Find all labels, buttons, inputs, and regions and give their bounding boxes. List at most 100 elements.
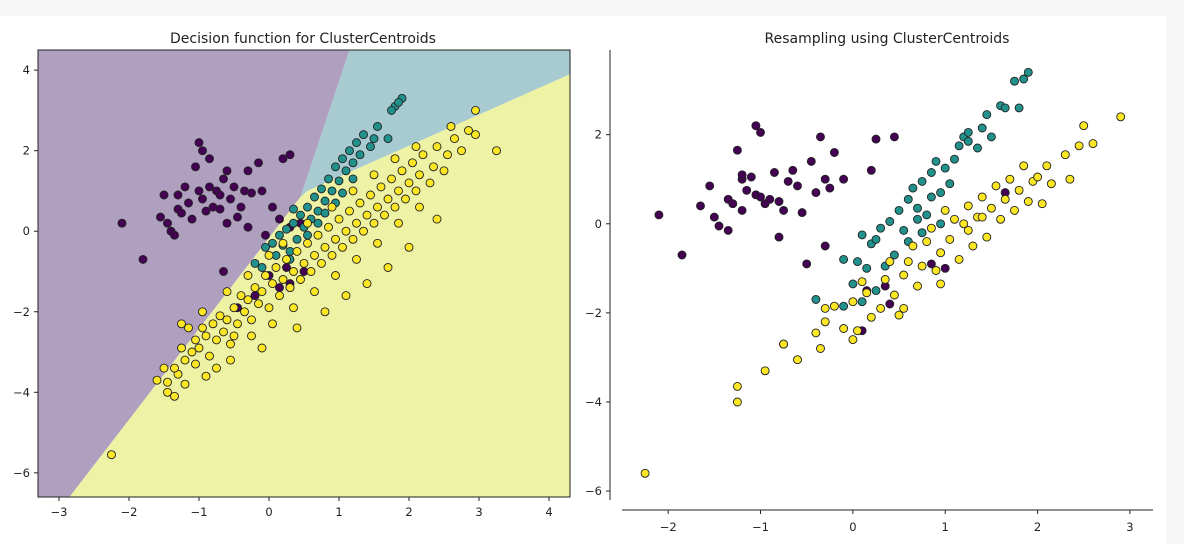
data-point-class-0: [205, 182, 214, 192]
data-point-class-2: [107, 450, 116, 460]
chart-title: Resampling using ClusterCentroids: [765, 31, 1010, 47]
data-point-class-2: [996, 214, 1006, 224]
data-point-class-1: [931, 156, 941, 166]
data-point-class-2: [936, 279, 946, 289]
data-point-class-1: [320, 208, 330, 218]
data-point-class-2: [359, 226, 368, 236]
data-point-class-2: [492, 146, 501, 156]
data-point-class-1: [394, 97, 403, 107]
data-point-class-1: [848, 279, 858, 289]
data-point-class-2: [243, 295, 253, 305]
data-point-class-2: [352, 254, 361, 264]
data-point-class-1: [917, 176, 927, 186]
data-point-class-0: [742, 185, 752, 195]
data-point-class-2: [926, 223, 936, 233]
data-point-class-2: [348, 234, 358, 244]
y-tick-label: −4: [585, 395, 602, 409]
y-tick-label: −4: [13, 385, 30, 399]
data-point-class-0: [769, 168, 779, 177]
data-point-class-1: [885, 217, 895, 226]
data-point-class-2: [986, 203, 996, 213]
data-point-class-1: [1014, 103, 1024, 113]
data-point-class-1: [289, 218, 298, 228]
data-point-class-2: [425, 178, 435, 188]
x-tick-label: −2: [660, 520, 677, 534]
data-point-class-2: [857, 277, 867, 287]
data-point-class-1: [926, 192, 936, 202]
data-point-class-2: [889, 290, 899, 300]
data-point-class-2: [341, 291, 351, 301]
x-tick-label: 3: [475, 505, 482, 519]
data-point-class-0: [728, 199, 738, 209]
x-tick-label: 2: [405, 505, 412, 519]
data-point-class-2: [327, 202, 337, 212]
decision-region-class-0: [38, 50, 350, 497]
data-point-class-1: [292, 234, 302, 244]
x-tick-label: 1: [942, 520, 949, 534]
data-point-class-0: [198, 146, 207, 156]
x-tick-label: 1: [335, 505, 342, 519]
data-point-class-2: [848, 297, 858, 307]
data-point-class-0: [187, 214, 197, 224]
data-point-class-0: [806, 156, 816, 166]
data-point-class-2: [1116, 112, 1126, 122]
data-point-class-1: [257, 263, 267, 272]
data-point-class-1: [876, 223, 886, 233]
data-point-class-1: [811, 295, 821, 304]
y-tick-label: −2: [585, 306, 602, 320]
data-point-class-1: [1010, 76, 1019, 86]
data-point-class-2: [411, 142, 421, 152]
data-point-class-2: [457, 146, 466, 156]
x-tick-label: 0: [849, 520, 856, 534]
data-point-class-2: [212, 363, 221, 373]
data-point-class-2: [257, 343, 267, 353]
data-point-class-1: [894, 205, 904, 215]
data-point-class-2: [180, 379, 190, 389]
data-point-class-2: [640, 468, 650, 478]
data-point-class-1: [317, 184, 326, 194]
x-axis-ticks: −2 −1 0 1 2 3: [660, 510, 1134, 534]
data-point-class-2: [285, 283, 295, 293]
data-point-class-0: [219, 267, 228, 276]
data-point-class-2: [327, 250, 337, 260]
data-point-class-2: [1037, 199, 1047, 209]
data-point-class-0: [889, 132, 899, 142]
data-point-class-2: [296, 275, 305, 284]
data-point-class-2: [811, 328, 821, 338]
data-point-class-0: [820, 174, 830, 184]
data-point-class-0: [205, 154, 214, 164]
data-point-class-0: [774, 197, 784, 206]
data-point-class-2: [760, 366, 770, 376]
data-point-class-2: [380, 210, 389, 220]
data-point-class-2: [278, 238, 288, 248]
y-tick-label: 2: [595, 128, 602, 142]
scatter-points: [640, 67, 1126, 478]
data-point-class-0: [751, 121, 761, 131]
data-point-class-1: [345, 146, 354, 156]
data-point-class-2: [982, 232, 992, 242]
data-point-class-0: [170, 230, 179, 240]
data-point-class-0: [275, 214, 284, 224]
data-point-class-0: [194, 186, 204, 196]
data-point-class-1: [950, 154, 959, 164]
data-point-class-2: [1046, 179, 1056, 189]
chart-title: Decision function for ClusterCentroids: [170, 31, 436, 47]
data-point-class-2: [922, 237, 932, 247]
data-point-class-2: [913, 281, 922, 291]
data-point-class-1: [324, 174, 333, 184]
data-point-class-0: [268, 202, 277, 212]
data-point-class-2: [163, 387, 172, 397]
data-point-class-0: [774, 232, 784, 242]
data-point-class-2: [387, 174, 396, 184]
data-point-class-2: [184, 323, 193, 333]
data-point-class-0: [198, 194, 207, 204]
data-point-class-2: [289, 303, 298, 313]
data-point-class-2: [903, 257, 913, 267]
data-point-class-1: [913, 214, 922, 224]
y-tick-label: −6: [13, 466, 30, 480]
data-point-class-0: [871, 134, 881, 144]
data-point-class-1: [1000, 103, 1010, 113]
data-point-class-0: [261, 230, 270, 240]
data-point-class-2: [443, 150, 452, 160]
data-point-class-2: [373, 238, 382, 248]
